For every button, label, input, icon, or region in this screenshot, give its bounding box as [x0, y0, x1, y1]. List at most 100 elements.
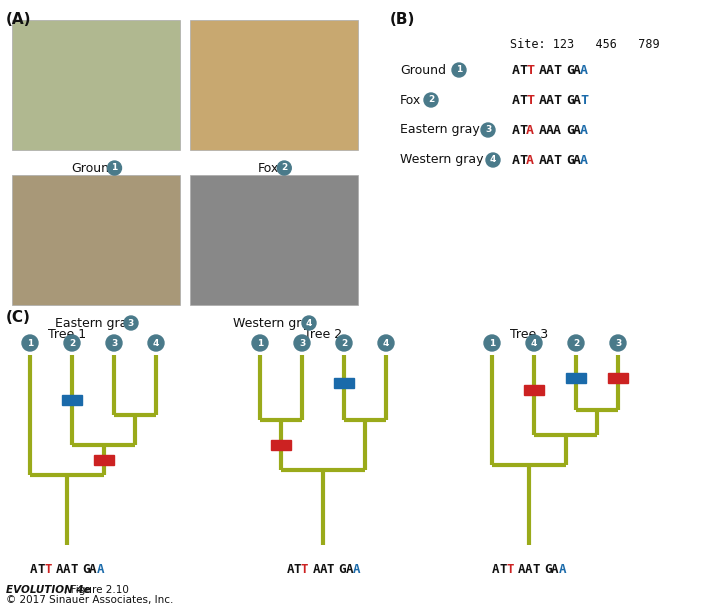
Text: A: A: [97, 563, 104, 576]
Text: Tree 1: Tree 1: [48, 328, 86, 341]
Text: A: A: [512, 93, 520, 107]
Text: 2: 2: [573, 339, 579, 347]
Text: T: T: [44, 563, 52, 576]
Text: A: A: [580, 153, 588, 167]
Text: A: A: [512, 153, 520, 167]
Text: T: T: [553, 64, 561, 76]
Text: T: T: [526, 64, 534, 76]
Text: © 2017 Sinauer Associates, Inc.: © 2017 Sinauer Associates, Inc.: [6, 595, 173, 605]
Text: 2: 2: [341, 339, 347, 347]
Text: G: G: [566, 64, 574, 76]
Text: T: T: [326, 563, 334, 576]
Text: A: A: [546, 124, 554, 136]
Text: A: A: [56, 563, 64, 576]
Text: A: A: [526, 124, 534, 136]
Text: A: A: [573, 64, 581, 76]
Circle shape: [106, 335, 122, 351]
Text: Tree 2: Tree 2: [304, 328, 342, 341]
Text: A: A: [539, 64, 547, 76]
Circle shape: [610, 335, 626, 351]
Circle shape: [568, 335, 584, 351]
Text: 4: 4: [306, 319, 312, 327]
Text: 2: 2: [281, 164, 287, 173]
Text: A: A: [526, 153, 534, 167]
Text: Western gray: Western gray: [233, 316, 316, 330]
Text: T: T: [519, 153, 527, 167]
Text: A: A: [312, 563, 320, 576]
Text: T: T: [301, 563, 309, 576]
Text: A: A: [553, 124, 561, 136]
Text: A: A: [63, 563, 71, 576]
Text: 3: 3: [299, 339, 305, 347]
Circle shape: [64, 335, 80, 351]
Text: T: T: [553, 153, 561, 167]
Text: Eastern gray: Eastern gray: [400, 124, 480, 136]
Circle shape: [148, 335, 164, 351]
Circle shape: [336, 335, 352, 351]
Text: A: A: [551, 563, 558, 576]
Text: , Figure 2.10: , Figure 2.10: [64, 585, 129, 595]
Text: G: G: [338, 563, 346, 576]
Text: 1: 1: [112, 164, 117, 173]
Text: A: A: [518, 563, 526, 576]
Text: A: A: [539, 153, 547, 167]
Text: A: A: [492, 563, 500, 576]
Text: T: T: [533, 563, 540, 576]
Circle shape: [277, 161, 291, 175]
Text: 4: 4: [153, 339, 159, 347]
Text: A: A: [90, 563, 97, 576]
Text: A: A: [558, 563, 566, 576]
Text: T: T: [553, 93, 561, 107]
Text: T: T: [506, 563, 514, 576]
Bar: [190, 20, 358, 150]
Text: A: A: [345, 563, 353, 576]
Text: 1: 1: [489, 339, 495, 347]
Text: A: A: [539, 93, 547, 107]
Text: A: A: [539, 124, 547, 136]
Bar: [271, 440, 291, 450]
Text: A: A: [573, 153, 581, 167]
Circle shape: [294, 335, 310, 351]
Text: Fox: Fox: [258, 162, 279, 175]
Text: 3: 3: [485, 125, 491, 135]
Text: Tree 3: Tree 3: [510, 328, 548, 341]
Bar: [94, 455, 114, 465]
Circle shape: [124, 316, 138, 330]
Bar: [524, 385, 544, 395]
Circle shape: [252, 335, 268, 351]
Text: G: G: [566, 124, 574, 136]
Text: (B): (B): [390, 12, 415, 27]
Text: EVOLUTION 4e: EVOLUTION 4e: [6, 585, 91, 595]
Text: A: A: [580, 64, 588, 76]
Text: Western gray: Western gray: [400, 153, 483, 167]
Circle shape: [452, 63, 466, 77]
Text: A: A: [573, 93, 581, 107]
Text: A: A: [353, 563, 360, 576]
Bar: [62, 395, 82, 405]
Text: A: A: [580, 124, 588, 136]
Text: A: A: [546, 93, 554, 107]
Text: T: T: [580, 93, 588, 107]
Text: 1: 1: [257, 339, 263, 347]
Text: T: T: [37, 563, 45, 576]
Text: Ground: Ground: [72, 162, 117, 175]
Circle shape: [22, 335, 38, 351]
Circle shape: [378, 335, 394, 351]
Text: G: G: [566, 153, 574, 167]
Text: T: T: [499, 563, 507, 576]
Circle shape: [302, 316, 316, 330]
Text: 2: 2: [428, 96, 434, 104]
Bar: [190, 175, 358, 305]
Text: 1: 1: [456, 65, 462, 75]
Text: 2: 2: [69, 339, 75, 347]
Text: 1: 1: [27, 339, 33, 347]
Text: 4: 4: [531, 339, 537, 347]
Text: A: A: [319, 563, 327, 576]
Circle shape: [484, 335, 500, 351]
Text: A: A: [546, 64, 554, 76]
Text: (C): (C): [6, 310, 31, 325]
Text: T: T: [294, 563, 301, 576]
Text: A: A: [573, 124, 581, 136]
Bar: [566, 373, 586, 382]
Text: 4: 4: [490, 156, 496, 164]
